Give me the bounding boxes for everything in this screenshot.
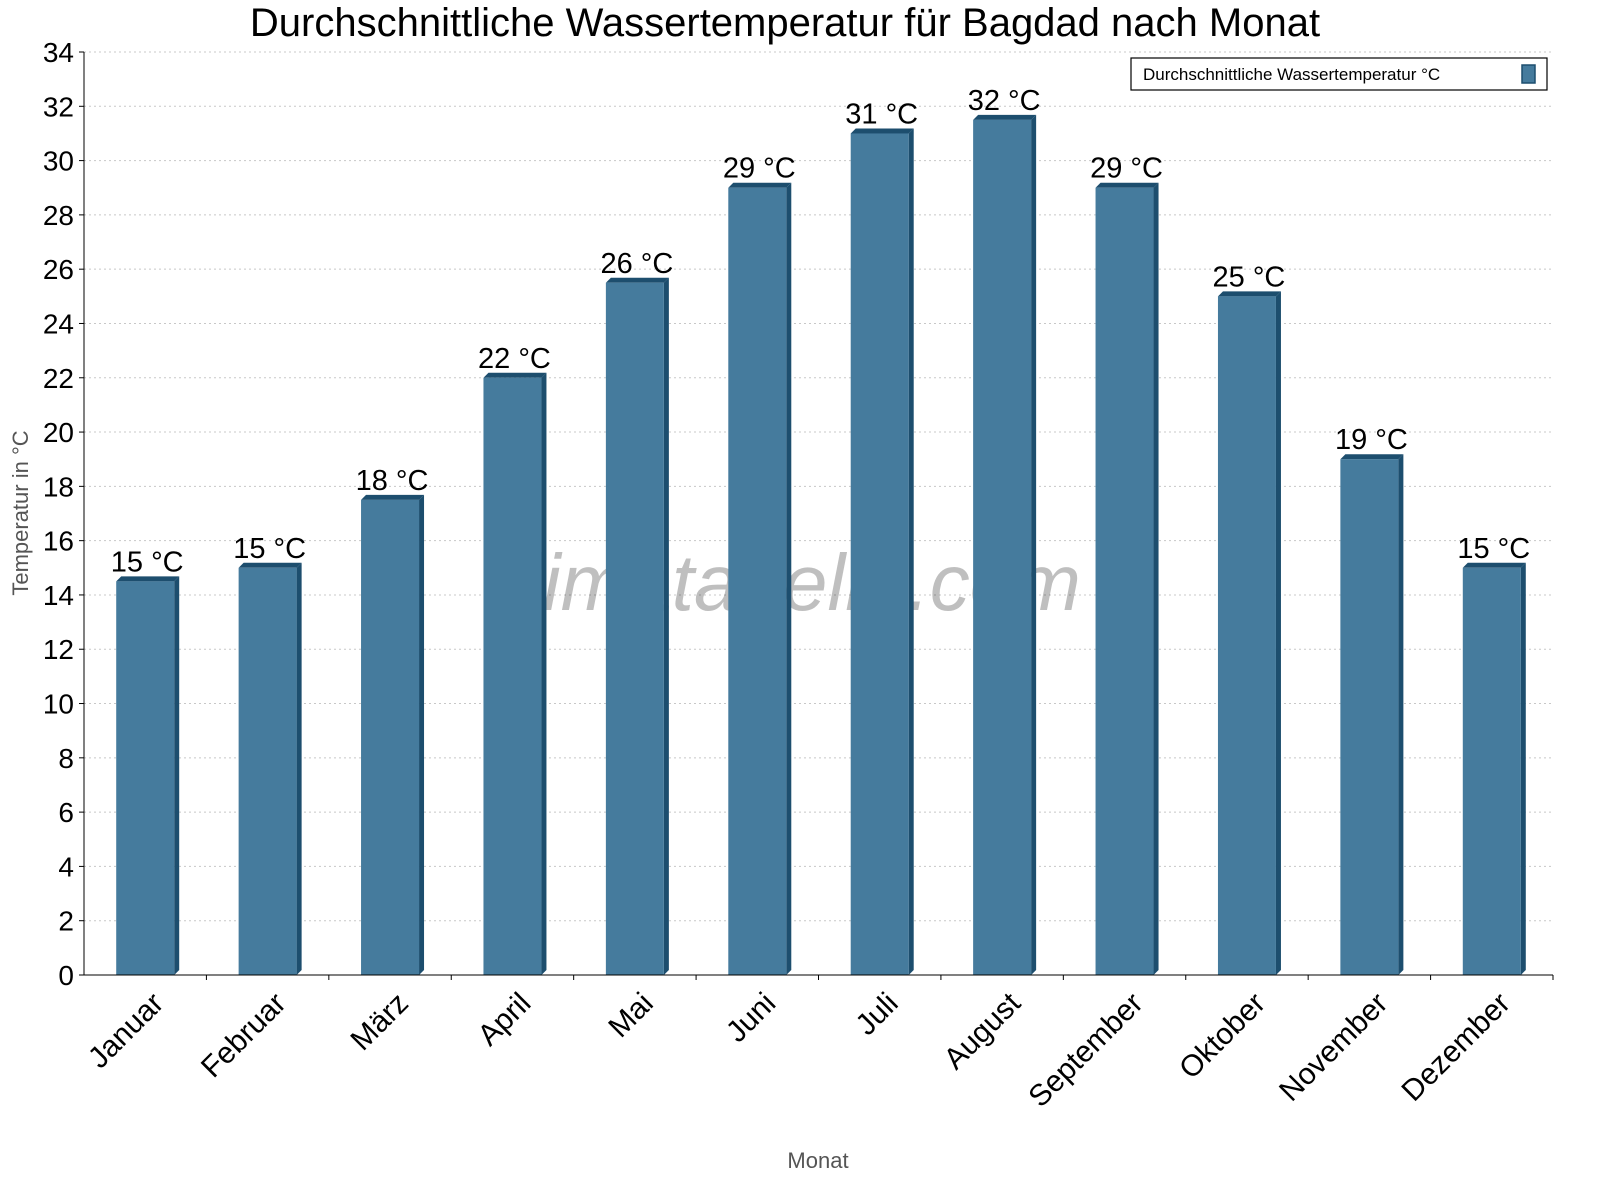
data-label: 29 °C: [1090, 153, 1163, 185]
y-tick-label: 2: [58, 906, 74, 937]
y-tick-label: 4: [58, 851, 74, 882]
bar: [1217, 296, 1276, 976]
bar-top: [238, 562, 302, 568]
bar-top: [1217, 291, 1281, 297]
bar: [850, 133, 909, 976]
y-tick-label: 12: [43, 634, 74, 665]
x-tick-label: März: [345, 987, 415, 1057]
bar: [116, 581, 175, 975]
y-tick-label: 24: [43, 308, 74, 339]
x-tick-label: Juni: [720, 987, 782, 1049]
bar: [973, 119, 1032, 975]
y-tick-label: 18: [43, 471, 74, 502]
data-label: 15 °C: [233, 533, 306, 565]
bar-side: [908, 128, 914, 976]
bar: [238, 567, 297, 975]
bar-side: [663, 277, 669, 975]
y-tick-label: 34: [43, 37, 74, 68]
bar-side: [1275, 291, 1281, 976]
legend[interactable]: Durchschnittliche Wassertemperatur °C: [1130, 57, 1548, 91]
y-tick-label: 22: [43, 363, 74, 394]
data-label: 26 °C: [600, 248, 673, 280]
bar-side: [1398, 454, 1404, 975]
bar-top: [728, 182, 792, 188]
y-tick-label: 16: [43, 526, 74, 557]
bar-side: [786, 182, 792, 975]
data-label: 15 °C: [111, 546, 184, 578]
bars: 15 °C 15 °C 18 °C 22 °C 26 °C 29 °C 31 °C 32 °C…: [111, 85, 1530, 976]
data-label: 19 °C: [1335, 424, 1408, 456]
bar: [1340, 459, 1399, 975]
bar: [728, 187, 787, 975]
x-tick-label: April: [472, 987, 538, 1053]
bar-side: [1153, 182, 1159, 975]
bar-top: [605, 277, 669, 283]
x-tick-label: Januar: [82, 987, 170, 1075]
bar-top: [1462, 562, 1526, 568]
x-axis-label: Monat: [787, 1148, 848, 1173]
x-tick-label: August: [938, 986, 1028, 1076]
y-tick-label: 32: [43, 91, 74, 122]
bar-top: [483, 372, 547, 378]
bar-top: [1340, 454, 1404, 460]
chart-title: Durchschnittliche Wassertemperatur für B…: [250, 1, 1320, 45]
data-label: 29 °C: [723, 153, 796, 185]
y-tick-label: 26: [43, 254, 74, 285]
data-label: 15 °C: [1457, 533, 1530, 565]
bar-top: [1095, 182, 1159, 188]
bar-side: [541, 372, 547, 975]
data-label: 22 °C: [478, 343, 551, 375]
y-tick-label: 10: [43, 689, 74, 720]
bar-top: [850, 128, 914, 134]
bar-side: [419, 494, 425, 975]
bar-side: [1520, 562, 1526, 975]
legend-swatch: [1521, 64, 1536, 84]
y-tick-label: 14: [43, 580, 74, 611]
bar-side: [296, 562, 302, 975]
x-tick-label: Dezember: [1396, 987, 1517, 1108]
bar: [361, 499, 420, 975]
x-tick-label: Mai: [602, 987, 660, 1045]
x-tick-label: Februar: [195, 987, 293, 1085]
gridlines: [84, 51, 1553, 922]
y-tick-label: 28: [43, 200, 74, 231]
data-label: 25 °C: [1213, 261, 1286, 293]
legend-label: Durchschnittliche Wassertemperatur °C: [1143, 65, 1440, 84]
y-tick-label: 0: [58, 960, 74, 991]
y-tick-label: 6: [58, 797, 74, 828]
bar-top: [361, 494, 425, 500]
y-tick-label: 20: [43, 417, 74, 448]
bar-top: [116, 576, 180, 582]
bar-top: [973, 114, 1037, 120]
bar: [1462, 567, 1521, 975]
y-tick-label: 30: [43, 146, 74, 177]
bar: [1095, 187, 1154, 975]
bar: [605, 282, 664, 975]
y-tick-label: 8: [58, 743, 74, 774]
x-tick-label: September: [1022, 987, 1149, 1114]
x-tick-label: November: [1273, 987, 1394, 1108]
bar: [483, 377, 542, 975]
data-label: 32 °C: [968, 85, 1041, 117]
bar-side: [1031, 114, 1037, 975]
bar-side: [174, 576, 180, 975]
data-label: 18 °C: [356, 465, 429, 497]
legend-box: [1130, 57, 1548, 91]
data-label: 31 °C: [845, 98, 918, 130]
x-tick-label: Oktober: [1173, 987, 1272, 1086]
x-tick-label: Juli: [849, 987, 904, 1042]
y-axis-label: Temperatur in °C: [8, 430, 33, 595]
